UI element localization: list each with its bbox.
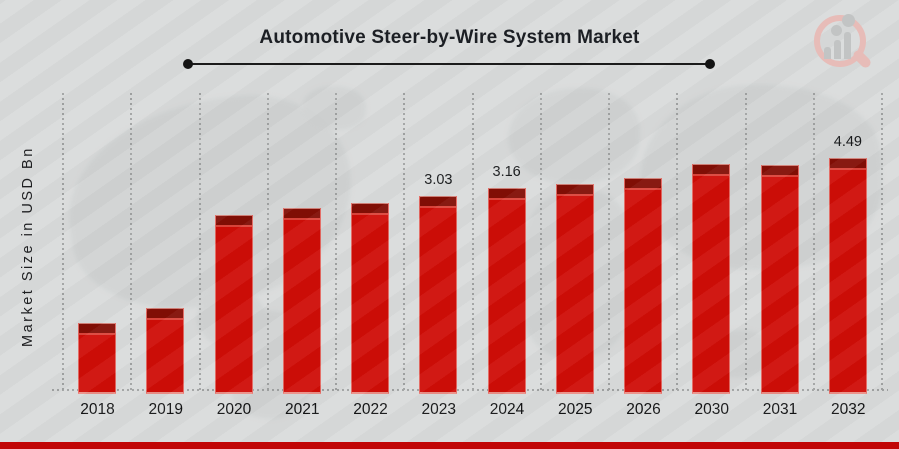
map-europe — [508, 88, 640, 184]
bar-value-label-2032: 4.49 — [833, 134, 862, 150]
bar-2032 — [828, 158, 867, 394]
bar-cap — [625, 178, 662, 188]
bar-2025 — [555, 184, 594, 394]
x-axis-label-2024: 2024 — [489, 401, 525, 418]
bar-cap — [283, 208, 320, 218]
vertical-gridline — [62, 93, 64, 390]
x-axis-label-2031: 2031 — [762, 401, 798, 418]
bar-cap-underline — [147, 318, 184, 320]
bar-value-label-2023: 3.03 — [424, 172, 453, 188]
magnifier-handle — [851, 48, 873, 70]
bar-cap — [761, 165, 798, 175]
bar-cap — [420, 196, 457, 206]
x-axis-label-2025: 2025 — [558, 401, 593, 418]
logo-bar-medium — [834, 40, 841, 59]
bar-2030 — [692, 164, 731, 394]
magnifier-ring — [814, 15, 866, 67]
x-axis-label-2032: 2032 — [831, 401, 866, 418]
vertical-gridline — [471, 93, 474, 390]
bar-2020 — [214, 215, 253, 394]
bar-cap — [488, 188, 525, 198]
bar-2019 — [146, 308, 185, 394]
bar-cap — [79, 323, 116, 333]
logo-dot-medium — [831, 25, 842, 36]
vertical-gridline — [266, 93, 269, 390]
bar-2018 — [78, 323, 117, 394]
vertical-gridline — [676, 93, 679, 390]
vertical-gridline — [608, 93, 610, 390]
bar-cap — [693, 164, 730, 174]
bar-cap — [556, 184, 593, 194]
vertical-gridline — [198, 93, 201, 390]
bar-cap-underline — [352, 213, 389, 215]
y-axis-label: Market Size in USD Bn — [20, 146, 36, 348]
x-axis-label-2018: 2018 — [80, 401, 115, 418]
vertical-gridline — [539, 93, 542, 390]
x-axis-label-2026: 2026 — [626, 401, 661, 418]
vertical-gridline — [335, 93, 337, 390]
bar-2026 — [624, 178, 663, 394]
x-axis-label-2019: 2019 — [148, 401, 183, 418]
x-axis-baseline — [52, 389, 888, 391]
bar-cap — [829, 158, 866, 168]
map-greenland — [302, 86, 366, 130]
vertical-gridline — [130, 93, 133, 390]
bar-2031 — [760, 165, 799, 394]
x-axis-label-2020: 2020 — [216, 401, 252, 418]
x-axis-label-2022: 2022 — [353, 401, 388, 418]
chart-title: Automotive Steer-by-Wire System Market — [259, 27, 640, 48]
bar-cap — [215, 215, 252, 225]
vertical-gridline — [812, 93, 815, 390]
bar-cap-underline — [215, 225, 252, 227]
vertical-gridline — [881, 93, 883, 390]
bar-cap-underline — [79, 333, 116, 335]
title-underline-rule — [183, 59, 715, 69]
logo-bar-small — [824, 47, 831, 59]
logo-dot-tall — [842, 14, 855, 27]
bar-value-label-2024: 3.16 — [492, 164, 521, 180]
bar-cap-underline — [488, 198, 525, 200]
bar-cap-underline — [556, 194, 593, 196]
bar-cap — [147, 308, 184, 318]
bar-cap-underline — [420, 206, 457, 208]
bottom-red-stripe — [0, 442, 899, 449]
bar-2021 — [282, 208, 321, 394]
x-axis-label-2021: 2021 — [285, 401, 320, 418]
bar-cap-underline — [283, 218, 320, 220]
bar-cap — [352, 203, 389, 213]
logo-bar-tall — [844, 32, 851, 59]
magnifier-bar-chart-icon — [811, 11, 877, 75]
bar-cap-underline — [693, 174, 730, 176]
bar-cap-underline — [829, 168, 866, 170]
x-axis-label-2023: 2023 — [421, 401, 456, 418]
bar-2023 — [419, 196, 458, 394]
vertical-gridline — [744, 93, 747, 390]
bar-2022 — [351, 203, 390, 394]
bar-cap-underline — [625, 188, 662, 190]
x-axis-label-2030: 2030 — [694, 401, 729, 418]
bar-2024 — [487, 188, 526, 394]
bar-cap-underline — [761, 175, 798, 177]
vertical-gridline — [403, 93, 406, 390]
